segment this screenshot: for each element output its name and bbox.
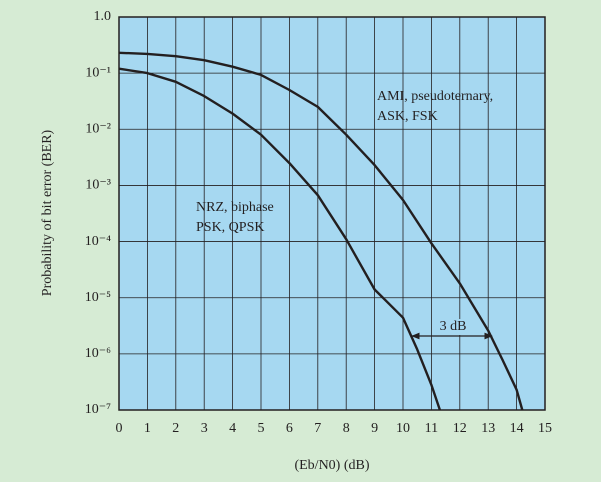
x-tick-label: 9 — [371, 421, 378, 436]
plot-frame — [118, 16, 546, 411]
annotation: PSK, QPSK — [196, 220, 264, 235]
y-axis-label: Probability of bit error (BER) — [40, 129, 55, 296]
annotation: AMI, pseudoternary, — [377, 89, 493, 104]
annotation: ASK, FSK — [377, 109, 438, 124]
series-line — [118, 67, 442, 411]
y-tick-label: 10⁻³ — [85, 178, 111, 193]
x-tick-label: 4 — [229, 421, 236, 436]
label-bg — [434, 319, 472, 335]
x-tick-label: 12 — [453, 421, 467, 436]
x-tick-label: 10 — [396, 421, 410, 436]
y-tick-label: 10⁻⁵ — [85, 290, 111, 305]
y-tick-label: 1.0 — [94, 9, 112, 24]
annotation: 3 dB — [440, 319, 467, 334]
x-tick-label: 0 — [116, 421, 123, 436]
y-tick-label: 10⁻¹ — [85, 65, 111, 80]
y-tick-label: 10⁻² — [85, 122, 111, 137]
x-tick-label: 11 — [425, 421, 438, 436]
x-tick-label: 2 — [172, 421, 179, 436]
x-tick-label: 1 — [144, 421, 151, 436]
x-tick-label: 7 — [314, 421, 321, 436]
series-line — [118, 51, 524, 411]
plot-area — [119, 17, 545, 410]
annotation: NRZ, biphase — [196, 200, 274, 215]
x-tick-label: 3 — [201, 421, 208, 436]
x-tick-label: 13 — [481, 421, 495, 436]
x-tick-label: 15 — [538, 421, 552, 436]
y-tick-label: 10⁻⁷ — [85, 402, 111, 417]
x-tick-label: 5 — [258, 421, 265, 436]
x-tick-label: 8 — [343, 421, 350, 436]
y-tick-label: 10⁻⁴ — [85, 234, 111, 249]
y-tick-label: 10⁻⁶ — [85, 346, 111, 361]
x-tick-label: 6 — [286, 421, 293, 436]
x-tick-label: 14 — [510, 421, 524, 436]
x-axis-label: (Eb/N0) (dB) — [294, 458, 369, 473]
